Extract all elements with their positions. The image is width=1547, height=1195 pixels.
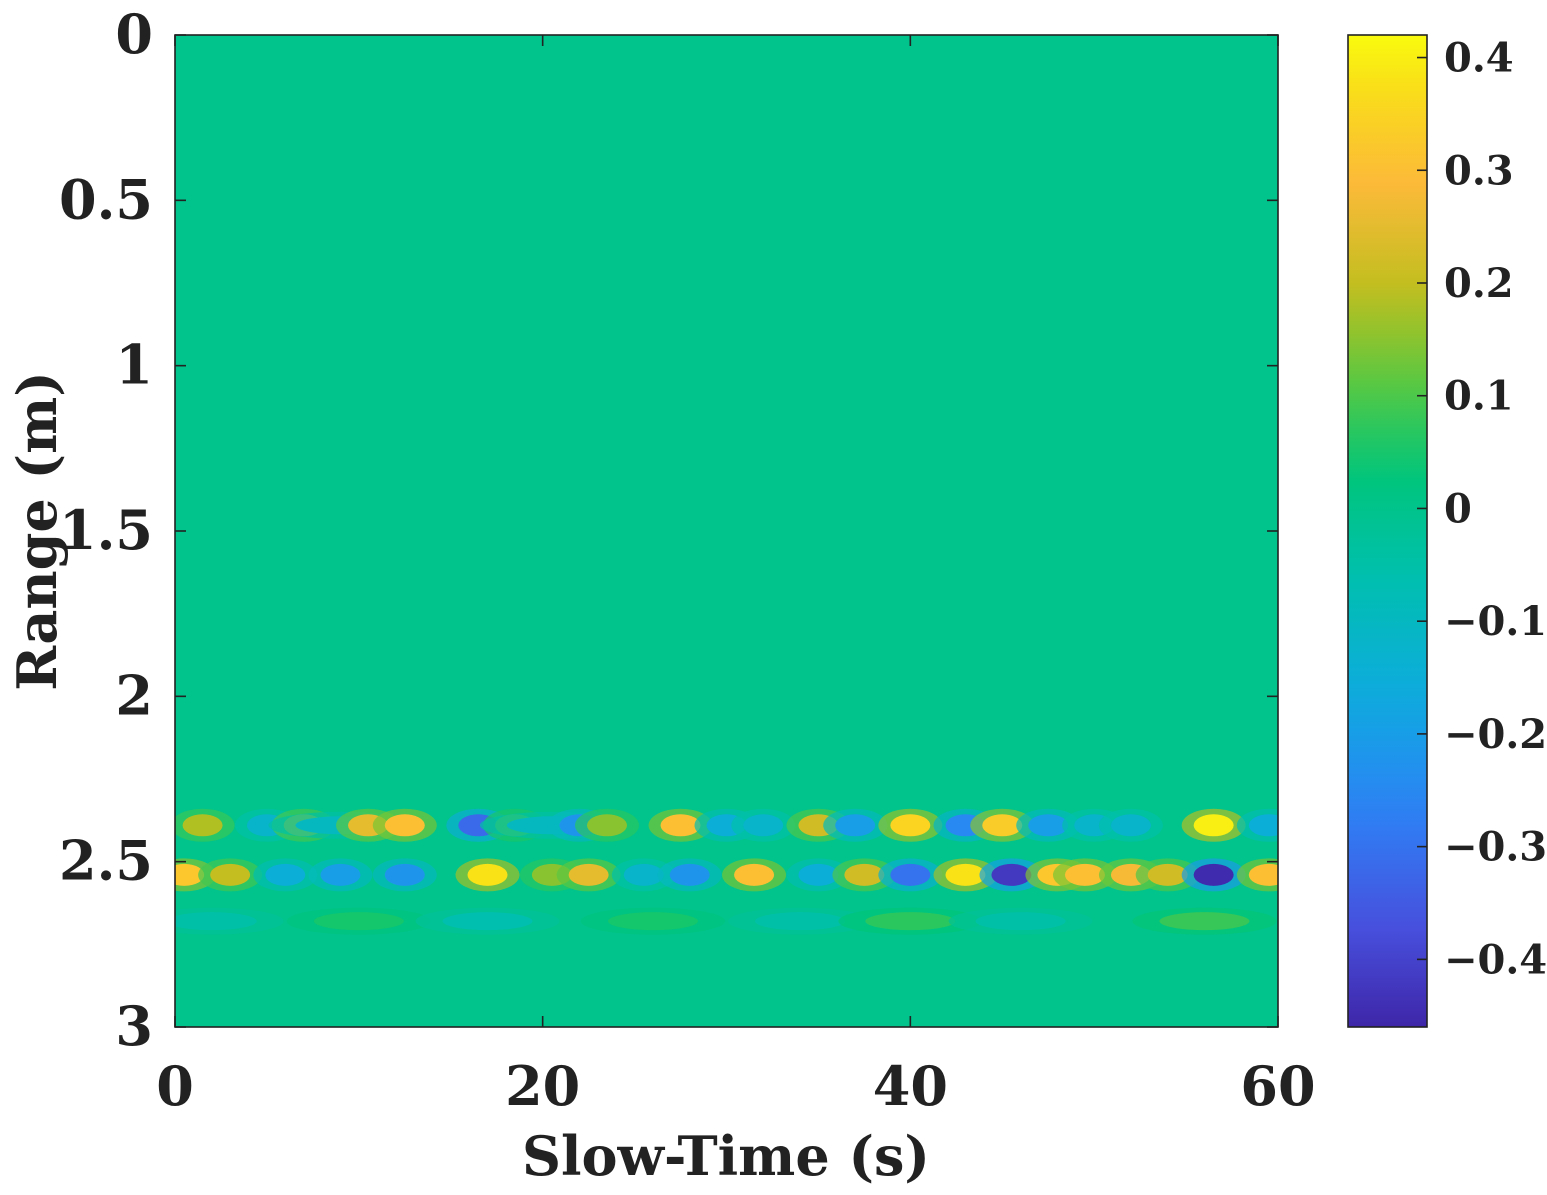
heatmap-cell	[607, 912, 698, 931]
heatmap-cell	[182, 814, 223, 837]
heatmap-cell	[265, 863, 306, 886]
y-axis: 0 0.5 1 1.5 2 2.5 3	[59, 2, 1278, 1058]
colorbar-tick-label: 0.2	[1444, 260, 1514, 307]
heatmap-cell	[890, 814, 931, 837]
heatmap-cell	[660, 814, 701, 837]
colorbar-frame	[1347, 34, 1428, 1028]
heatmap-cell	[975, 912, 1066, 931]
colorbar-tick-label: 0.1	[1444, 373, 1514, 420]
heatmap-cell	[835, 814, 876, 837]
y-tick-label: 1.5	[59, 498, 153, 562]
heatmap-cell	[865, 912, 956, 931]
colorbar-tick-label: 0.4	[1444, 35, 1514, 82]
heatmap-cell	[991, 863, 1032, 886]
heatmap-cell	[442, 912, 533, 931]
heatmap-cell	[890, 863, 931, 886]
heatmap-cell	[982, 814, 1023, 837]
heatmap-cell	[1110, 814, 1151, 837]
heatmap-cell	[384, 814, 425, 837]
x-axis-title: Slow-Time (s)	[522, 1124, 930, 1188]
y-tick-label: 2.5	[59, 829, 153, 893]
x-tick-label: 0	[156, 1054, 194, 1118]
y-tick-label: 3	[115, 994, 153, 1058]
heatmap-cell	[1147, 863, 1188, 886]
x-tick-label: 60	[1240, 1054, 1315, 1118]
x-tick-label: 40	[873, 1054, 948, 1118]
colorbar	[1348, 35, 1427, 1027]
colorbar-tick-label: 0	[1444, 485, 1472, 532]
heatmap-cell	[467, 863, 508, 886]
colorbar-tick-label: −0.3	[1444, 824, 1547, 871]
heatmap-cell	[743, 814, 784, 837]
heatmap-cell	[384, 863, 425, 886]
heatmap-cell	[175, 863, 205, 886]
heatmap-cell	[210, 863, 251, 886]
heatmap-cell	[313, 912, 404, 931]
heatmap-cell	[734, 863, 775, 886]
colorbar-ticks: 0.4 0.3 0.2 0.1 0 −0.1 −0.2 −0.3 −0.4	[1417, 35, 1547, 983]
heatmap-cell	[1248, 863, 1278, 886]
x-axis: 0 20 40 60	[156, 35, 1316, 1118]
y-tick-label: 0.5	[59, 167, 153, 231]
y-tick-label: 1	[115, 333, 153, 397]
heatmap-cell	[1248, 814, 1278, 837]
heatmap-cell	[844, 863, 885, 886]
colorbar-tick-label: −0.1	[1444, 598, 1547, 645]
colorbar-tick-label: −0.2	[1444, 711, 1547, 758]
heatmap-layer	[175, 808, 1278, 935]
heatmap-cell	[755, 912, 846, 931]
heatmap-cell	[623, 863, 664, 886]
heatmap-cell	[669, 863, 710, 886]
y-tick-label: 0	[115, 2, 153, 66]
heatmap-cell	[175, 912, 257, 931]
heatmap-cell	[1193, 814, 1234, 837]
heatmap-cell	[945, 863, 986, 886]
heatmap-cell	[1028, 814, 1069, 837]
heatmap-cell	[587, 814, 628, 837]
heatmap-cell	[1193, 863, 1234, 886]
y-tick-label: 2	[115, 663, 153, 727]
x-tick-label: 20	[505, 1054, 580, 1118]
y-axis-title: Range (m)	[5, 371, 69, 691]
heatmap-cell	[1064, 863, 1105, 886]
heatmap-cell	[568, 863, 609, 886]
colorbar-tick-label: −0.4	[1444, 936, 1547, 983]
heatmap-cell	[1159, 912, 1250, 931]
heatmap-cell	[798, 863, 839, 886]
colorbar-tick-label: 0.3	[1444, 147, 1514, 194]
heatmap-cell	[320, 863, 361, 886]
